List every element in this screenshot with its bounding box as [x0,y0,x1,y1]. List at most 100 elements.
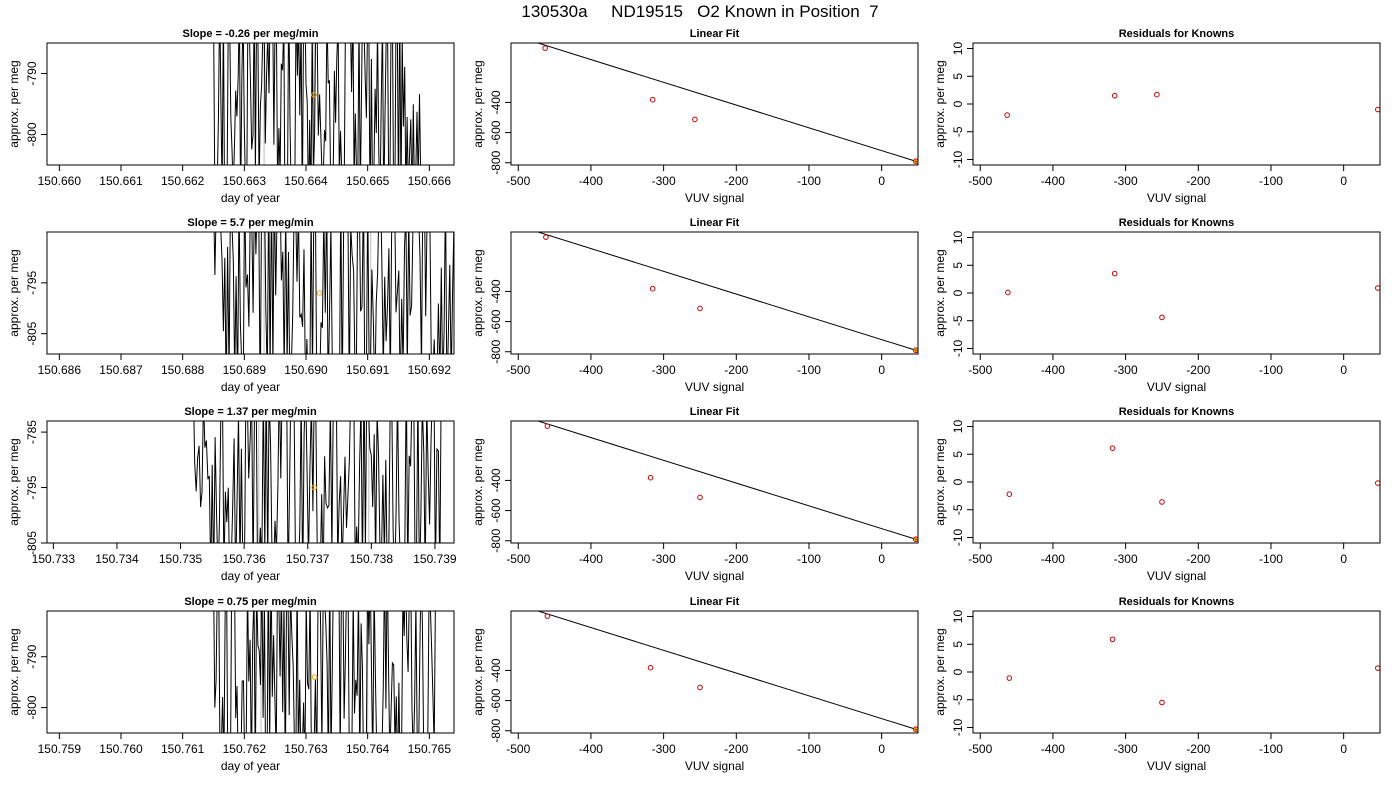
x-tick-label: 150.686 [38,363,82,377]
x-tick-label: 150.661 [99,174,143,188]
signal-trace [213,43,422,165]
x-tick-label: 150.762 [223,742,267,756]
y-tick-label: -400 [489,90,503,114]
x-tick-label: 150.662 [161,174,205,188]
x-tick-label: 150.660 [38,174,82,188]
x-tick-label: 150.737 [286,552,330,566]
y-axis-label: approx. per meg [7,628,21,715]
x-tick-label: -300 [1114,742,1138,756]
x-axis-label: day of year [221,191,280,205]
data-point-4 [913,158,918,165]
data-point-1 [1006,491,1013,498]
data-point-4 [1375,665,1380,671]
x-tick-label: -100 [1259,552,1283,566]
x-tick-label: -100 [1259,174,1283,188]
data-point-4 [913,726,918,733]
plot-frame [972,42,1381,166]
mean-point [316,290,323,296]
data-point-highlight [914,159,918,164]
chart-panel-1: Slope = -0.26 per meg/min 150.660 150.661 1… [7,28,455,205]
figure-title: 130530a ND19515 O2 Known in Position 7 [521,2,879,21]
x-tick-label: 150.738 [350,552,394,566]
chart-panel-12: Residuals for Knowns-500 -400 -300 -200 -100… [933,596,1381,773]
y-tick-label: -400 [489,468,503,492]
plot-frame [972,231,1381,355]
y-tick-label: 10 [951,420,965,434]
plot-frame [46,231,455,355]
x-axis-label: VUV signal [1147,759,1206,773]
x-tick-label: 150.734 [95,552,139,566]
data-point-2 [647,664,654,671]
x-tick-label: 0 [878,174,885,188]
panel-title: Slope = 0.75 per meg/min [184,596,317,608]
y-tick-label: -805 [25,321,39,345]
x-tick-label: -500 [968,742,992,756]
y-tick-label: -785 [25,420,39,444]
x-tick-label: -200 [724,552,748,566]
y-tick-label: -5 [951,694,965,705]
x-tick-label: 150.761 [161,742,205,756]
panel-title: Slope = -0.26 per meg/min [182,28,318,40]
y-tick-label: -600 [489,688,503,712]
x-axis-label: VUV signal [1147,191,1206,205]
x-tick-label: 150.666 [408,174,452,188]
plot-frame [510,42,919,166]
data-point-3 [692,116,698,123]
panel-title: Linear Fit [690,406,740,418]
x-axis-label: day of year [221,569,280,583]
x-tick-label: 150.759 [38,742,82,756]
data-point-4 [913,347,918,354]
y-axis-label: approx. per meg [933,249,947,336]
x-axis-label: VUV signal [685,759,744,773]
x-tick-label: 0 [878,742,885,756]
chart-panel-5: Linear Fit -500 -400 -300 -200 -100 0 -400 -600 -… [471,217,919,394]
data-point-1 [1005,289,1011,296]
x-tick-label: 0 [1340,552,1347,566]
y-tick-label: -600 [489,498,503,522]
x-tick-label: -500 [968,174,992,188]
x-tick-label: 150.663 [223,174,267,188]
x-tick-label: -500 [506,363,530,377]
chart-panel-7: Slope = 1.37 per meg/min 150.733 150.734 15… [7,406,457,583]
x-axis-label: day of year [221,759,280,773]
mean-point [311,92,317,98]
y-axis-label: approx. per meg [7,438,21,525]
y-axis-label: approx. per meg [933,438,947,525]
chart-panel-3: Residuals for Knowns-500 -400 -300 -200 -100… [933,28,1381,205]
y-axis-label: approx. per meg [7,60,21,147]
panel-title: Linear Fit [690,217,740,229]
x-tick-label: 150.688 [161,363,205,377]
data-point-1 [543,234,549,240]
panel-title: Residuals for Knowns [1119,28,1235,40]
x-tick-label: -300 [1114,552,1138,566]
x-axis-label: VUV signal [685,569,744,583]
plot-frame [46,42,455,166]
x-tick-label: -200 [1186,552,1210,566]
data-point-3 [697,684,703,691]
data-point-1 [544,423,551,429]
x-tick-label: -400 [579,174,603,188]
data-point-3 [1159,499,1165,505]
panel-title: Linear Fit [690,596,740,608]
x-tick-label: -200 [1186,742,1210,756]
y-tick-label: 5 [951,451,965,458]
plot-frame [46,420,455,544]
y-tick-label: -10 [951,528,965,546]
data-point-1 [1004,112,1010,118]
x-tick-label: -100 [1259,363,1283,377]
x-tick-label: -100 [797,363,821,377]
data-point-3 [1159,314,1165,321]
data-point-3 [1154,91,1160,98]
y-tick-label: -600 [489,120,503,144]
x-tick-label: -100 [797,174,821,188]
x-axis-label: VUV signal [685,191,744,205]
y-axis-label: approx. per meg [471,628,485,715]
x-tick-label: 150.739 [413,552,457,566]
panel-title: Slope = 1.37 per meg/min [184,406,317,418]
data-point-1 [542,45,548,51]
y-axis-label: approx. per meg [471,249,485,336]
panel-title: Residuals for Knowns [1119,406,1235,418]
x-tick-label: -300 [652,363,676,377]
y-tick-label: 0 [951,668,965,675]
x-tick-label: -300 [652,174,676,188]
